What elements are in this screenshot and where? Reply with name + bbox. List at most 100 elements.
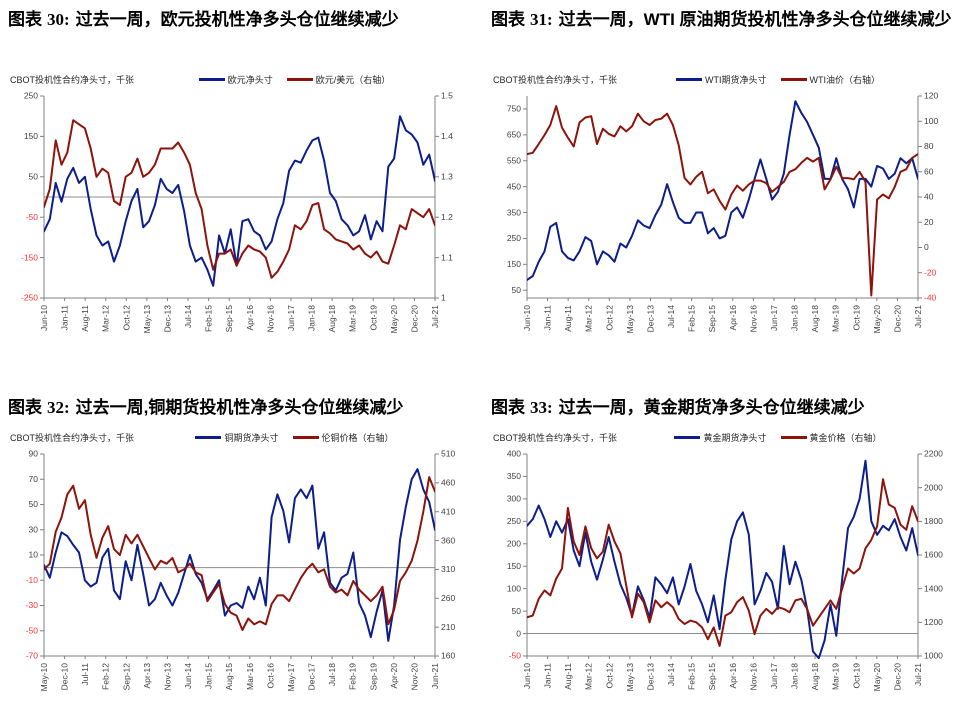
x-tick-label: Oct-16 (265, 663, 275, 689)
x-tick-label: Feb-15 (687, 305, 697, 332)
x-tick-label: Jul-21 (913, 663, 923, 686)
legend-swatch (676, 77, 702, 81)
chart-header: CBOT投机性合约净头寸，千张 铜期货净头寸 伦铜价格（右轴） (10, 428, 473, 446)
chart-panel-copper: 图表 32: 过去一周,铜期货投机性净多头仓位继续减少 CBOT投机性合约净头寸，千… (0, 388, 483, 716)
right-tick-label: 1.3 (441, 172, 453, 182)
right-tick-label: 100 (924, 116, 938, 126)
x-tick-label: Feb-15 (687, 663, 697, 690)
left-tick-label: 650 (507, 130, 521, 140)
legend-label: 黄金价格（右轴） (809, 432, 882, 443)
right-axis: 2200 2000 1800 1600 1400 1200 1000 (918, 449, 943, 661)
legend-swatch (780, 435, 807, 439)
left-tick-label: 750 (507, 104, 521, 114)
x-tick-label: Jun-21 (430, 663, 440, 689)
legend-swatch (292, 435, 319, 439)
x-tick-label: Jun-10 (522, 305, 532, 331)
axis-unit-label: CBOT投机性合约净头寸，千张 (10, 432, 135, 443)
right-tick-label: 310 (441, 564, 455, 574)
legend-label: 铜期货净头寸 (224, 432, 279, 443)
right-tick-label: 80 (924, 141, 934, 151)
right-axis: 120 100 80 60 40 20 0 -20 -40 (918, 91, 938, 303)
x-tick-label: Aug-11 (80, 305, 90, 332)
x-tick-label: May-10 (39, 663, 49, 692)
right-tick-label: 1400 (924, 583, 943, 593)
x-tick-label: Oct-12 (604, 663, 614, 689)
x-tick-label: Jan-15 (204, 663, 214, 689)
x-tick-label: Dec-20 (409, 305, 419, 333)
right-tick-label: 510 (441, 449, 455, 459)
legend-item: 黄金期货净头寸 (674, 431, 767, 444)
x-tick-label: Oct-19 (851, 305, 861, 331)
x-tick-label: Mar-19 (348, 305, 358, 332)
left-tick-label: -70 (26, 651, 39, 661)
legend-label: 欧元/美元（右轴） (315, 74, 391, 85)
x-tick-label: Apr-16 (728, 663, 738, 689)
x-tick-label: May-13 (625, 663, 635, 692)
x-tick-label: Jul-11 (80, 663, 90, 686)
left-tick-label: 150 (507, 561, 521, 571)
x-tick-label: Jul-18 (327, 663, 337, 686)
left-tick-label: 250 (507, 233, 521, 243)
series-line (527, 100, 918, 281)
x-tick-label: Jan-18 (790, 305, 800, 331)
series-group (527, 100, 918, 297)
legend-label: 黄金期货净头寸 (703, 432, 767, 443)
right-tick-label: 1200 (924, 617, 943, 627)
series-line (527, 105, 918, 297)
legend-label: WTI期货净头寸 (705, 74, 767, 85)
legend-swatch (286, 77, 313, 81)
left-axis: 750 650 550 450 350 250 150 50 (507, 104, 527, 295)
legend: 欧元净头寸 欧元/美元（右轴） (198, 73, 409, 86)
right-tick-label: 160 (441, 651, 455, 661)
x-tick-label: Mar-12 (584, 663, 594, 690)
chart-panel-eur: 图表 30: 过去一周，欧元投机性净多头仓位继续减少 CBOT投机性合约净头寸，千张… (0, 0, 483, 388)
x-tick-label: Apr-13 (142, 663, 152, 689)
x-tick-label: Mar-19 (831, 305, 841, 332)
x-tick-label: Dec-10 (60, 663, 70, 691)
line-chart-canvas: 90 70 50 30 10 -10 -30 -50 -70 510 460 410 360 310 260… (26, 449, 456, 692)
left-tick-label: 300 (507, 494, 521, 504)
x-tick-label: Feb-19 (348, 663, 358, 690)
series-line (44, 476, 435, 631)
left-tick-label: -250 (21, 293, 38, 303)
left-tick-label: 50 (512, 285, 522, 295)
x-tick-label: Nov-20 (409, 663, 419, 691)
right-tick-label: 1000 (924, 651, 943, 661)
x-tick-label: Aug-15 (224, 663, 234, 691)
series-line (44, 468, 435, 642)
legend-item: 伦铜价格（右轴） (292, 431, 394, 444)
x-tick-label: Feb-12 (101, 663, 111, 690)
legend-item: 铜期货净头寸 (195, 431, 279, 444)
right-tick-label: 2000 (924, 482, 943, 492)
right-tick-label: 1600 (924, 550, 943, 560)
x-tick-label: Jun-17 (286, 305, 296, 331)
series-group (44, 468, 435, 642)
legend-item: WTI期货净头寸 (676, 73, 767, 86)
x-tick-label: Nov-16 (748, 663, 758, 691)
right-tick-label: 1.5 (441, 91, 453, 101)
x-tick-label: Jan-18 (790, 663, 800, 689)
legend-swatch (198, 77, 225, 81)
left-tick-label: 0 (516, 628, 521, 638)
legend-item: WTI油价（右轴） (780, 73, 880, 86)
right-tick-label: 1.4 (441, 131, 453, 141)
x-tick-label: Aug-11 (563, 663, 573, 690)
line-chart-canvas: 750 650 550 450 350 250 150 50 120 100 80 60 40 20 0 -2… (507, 91, 939, 334)
axes (43, 96, 436, 299)
chart-header: CBOT投机性合约净头寸，千张 黄金期货净头寸 黄金价格（右轴） (493, 428, 957, 446)
left-tick-label: -50 (26, 212, 39, 222)
series-group (44, 115, 435, 287)
x-tick-label: Apr-16 (728, 305, 738, 331)
chart-header: CBOT投机性合约净头寸，千张 欧元净头寸 欧元/美元（右轴） (10, 70, 473, 88)
right-tick-label: 1.1 (441, 252, 453, 262)
x-tick-label: Jul-21 (430, 305, 440, 328)
legend: 黄金期货净头寸 黄金价格（右轴） (674, 431, 899, 444)
x-tick-label: Aug-18 (327, 305, 337, 333)
left-tick-label: 70 (29, 474, 39, 484)
x-tick-label: Dec-20 (892, 663, 902, 691)
chart-title: 图表 30: 过去一周，欧元投机性净多头仓位继续减少 (8, 8, 473, 66)
x-tick-label: Dec-17 (307, 663, 317, 691)
x-tick-label: Oct-12 (604, 305, 614, 331)
x-tick-label: Aug-18 (810, 663, 820, 691)
chart-panel-wti: 图表 31: 过去一周，WTI 原油期货投机性净多头仓位继续减少 CBOT投机性合约… (483, 0, 967, 388)
